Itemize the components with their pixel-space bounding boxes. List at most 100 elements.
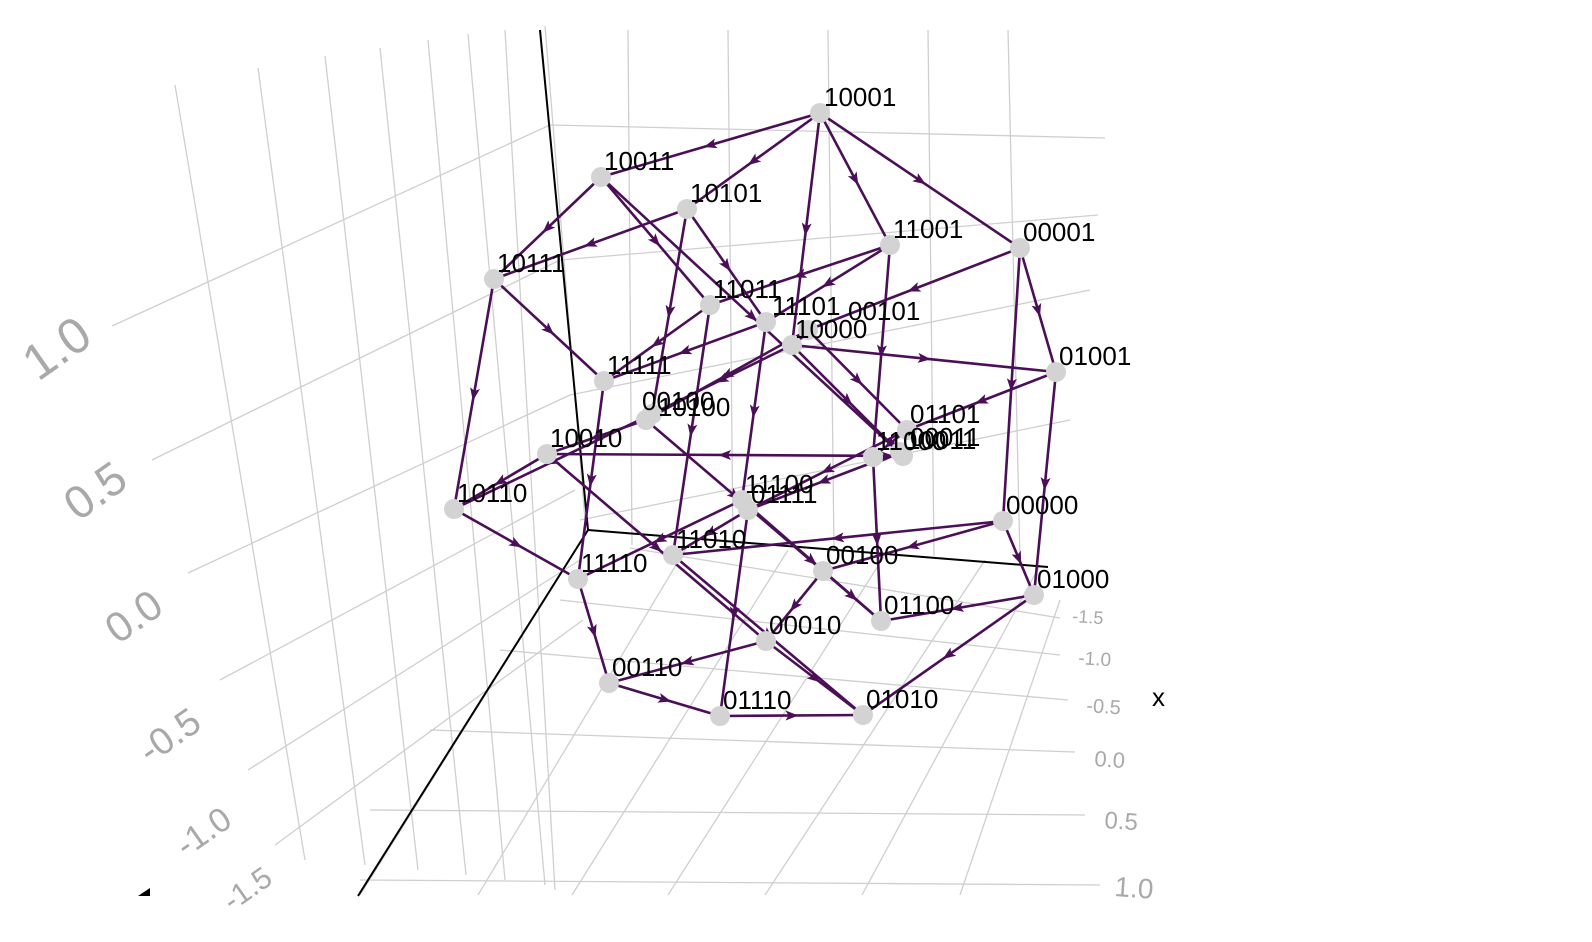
grid-line [427, 39, 506, 881]
grid-line [549, 124, 1106, 139]
node-label: 00000 [1006, 490, 1078, 520]
node-11111[interactable] [594, 371, 614, 391]
nodes [444, 103, 1066, 726]
node-label: 01110 [723, 685, 791, 715]
edge-arrow-icon [586, 473, 597, 487]
node-10101[interactable] [677, 199, 697, 219]
edge-arrow-icon [906, 539, 921, 550]
x-tick-label: -1.0 [1078, 648, 1112, 671]
edge-arrow-icon [871, 532, 882, 546]
node-label: 01101 [910, 399, 980, 429]
node-00011[interactable] [890, 442, 910, 462]
grid-line [111, 124, 551, 327]
node-11000[interactable] [863, 447, 883, 467]
edge-arrow-icon [950, 602, 965, 612]
edge-arrow-icon [747, 153, 762, 166]
edge-arrow-icon [494, 474, 509, 486]
node-10011[interactable] [591, 167, 611, 187]
edge-arrow-icon [1006, 378, 1017, 392]
grid-line [959, 599, 1061, 896]
node-label: 10010 [550, 423, 622, 453]
node-00000[interactable] [993, 511, 1013, 531]
edge-arrow-icon [974, 394, 989, 404]
x-tick-label: 1.0 [1114, 871, 1155, 905]
grid-line [559, 599, 1061, 656]
node-label: 11111 [607, 350, 672, 380]
edge-arrow-icon [749, 404, 760, 418]
node-01111[interactable] [738, 500, 758, 520]
node-00010[interactable] [756, 631, 776, 651]
grid-line [187, 394, 571, 574]
grid-line [151, 259, 561, 461]
edge-arrow-icon [907, 282, 922, 292]
node-10111[interactable] [484, 269, 504, 289]
edge-arrow-icon [541, 322, 555, 335]
z-tick-label: 0.5 [54, 451, 136, 530]
node-11001[interactable] [880, 235, 900, 255]
grid-line [359, 879, 1101, 886]
node-label: 10100 [658, 392, 730, 422]
node-00110[interactable] [599, 673, 619, 693]
grid-line [504, 29, 556, 891]
x-tick-label: 0.5 [1104, 807, 1139, 836]
y-axis-line [357, 529, 589, 897]
edge-arrow-icon [508, 536, 523, 548]
edge-arrow-icon [583, 237, 598, 247]
node-10000[interactable] [782, 335, 802, 355]
node-label: 01100 [884, 590, 954, 620]
grid-line [369, 809, 1086, 816]
node-01101[interactable] [897, 420, 917, 440]
node-11010[interactable] [663, 545, 683, 565]
edge-arrow-icon [1040, 477, 1051, 491]
node-label: 10111 [497, 248, 565, 278]
node-label: 10011 [604, 146, 674, 176]
z-tick-label: -1.0 [169, 800, 239, 865]
node-label: 00001 [1023, 217, 1095, 247]
edge-arrow-icon [715, 372, 730, 383]
node-10010[interactable] [537, 444, 557, 464]
edge-arrow-icon [821, 462, 836, 474]
x-axis-title: x [1152, 682, 1165, 712]
edge-arrow-icon [648, 539, 662, 553]
edge-arrow-icon [678, 344, 693, 355]
grid-line [257, 67, 366, 866]
edge-arrow-icon [831, 532, 845, 543]
axis-arrow-icon [138, 888, 150, 896]
node-11110[interactable] [568, 569, 588, 589]
z-tick-label: -0.5 [131, 700, 209, 772]
edge-arrow-icon [803, 552, 817, 566]
grid-line [477, 544, 689, 896]
node-10001[interactable] [810, 103, 830, 123]
node-10110[interactable] [444, 499, 464, 519]
node-00100[interactable] [813, 561, 833, 581]
node-00001[interactable] [1010, 238, 1030, 258]
node-01110[interactable] [710, 706, 730, 726]
edge-arrow-icon [912, 172, 926, 185]
edge-arrow-icon [884, 435, 898, 448]
node-label: 00110 [612, 652, 682, 682]
edge-arrow-icon [822, 276, 836, 288]
edge-arrow-icon [718, 257, 731, 272]
edge-arrow-icon [647, 233, 661, 247]
node-11011[interactable] [700, 295, 720, 315]
node-01100[interactable] [871, 611, 891, 631]
edge-arrow-icon [917, 352, 931, 363]
grid-line [667, 554, 886, 896]
node-11101[interactable] [756, 312, 776, 332]
grid-line [499, 649, 1069, 701]
node-label: 10101 [690, 178, 762, 208]
edge-arrow-icon [793, 268, 808, 278]
node-01000[interactable] [1024, 585, 1044, 605]
node-label: 00101 [848, 296, 920, 326]
edge-arrow-icon [1031, 302, 1042, 317]
node-label: 01010 [866, 684, 938, 714]
edge-arrow-icon [704, 525, 719, 537]
edge-arrow-icon [703, 138, 718, 149]
node-01001[interactable] [1046, 362, 1066, 382]
node-label: 11110 [581, 548, 648, 578]
node-10100[interactable] [642, 404, 662, 424]
edge-arrow-icon [801, 222, 812, 236]
grid-line [569, 289, 1091, 396]
node-00101[interactable] [798, 320, 818, 340]
node-01010[interactable] [853, 705, 873, 725]
